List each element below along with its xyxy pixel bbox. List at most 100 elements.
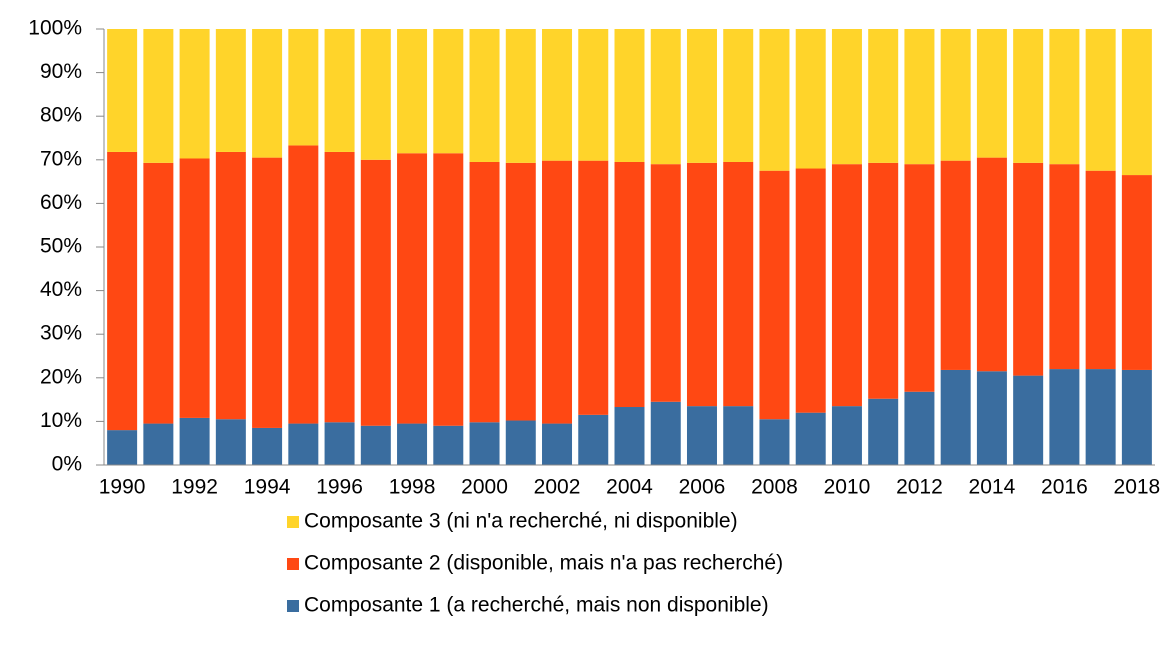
y-tick-label: 50% [40,235,82,258]
bar-segment [107,430,138,465]
bar-segment [686,29,717,163]
bar-segment [578,160,609,415]
bar-segment [831,406,862,465]
y-tick-label: 60% [40,191,82,214]
bar-segment [252,427,283,465]
bar-segment [723,161,754,407]
bar-segment [143,162,174,424]
y-tick-label: 80% [40,104,82,127]
bar-segment [143,29,174,163]
bar-segment [433,153,464,426]
legend-swatch [287,558,299,570]
bar-segment [1121,369,1152,465]
bar-segment [1085,29,1116,171]
y-tick-label: 90% [40,60,82,83]
bar-segment [215,151,246,420]
bar-segment [215,419,246,465]
bar-segment [288,29,319,146]
bar-segment [723,29,754,162]
bar-segment [324,422,355,465]
bar-segment [505,420,536,465]
bar-segment [542,29,573,161]
legend-label: Composante 1 (a recherché, mais non disp… [304,594,769,617]
bar-segment [868,29,899,163]
x-tick-label: 1992 [171,476,218,499]
bar-segment [1121,29,1152,176]
x-tick-label: 2012 [896,476,943,499]
bar-segment [179,158,210,418]
bar-segment [1085,369,1116,465]
bar-segment [976,371,1007,465]
bar-segment [759,170,790,420]
x-tick-label: 2016 [1041,476,1088,499]
bar-segment [831,164,862,407]
bar-segment [288,423,319,465]
bar-segment [542,160,573,424]
bar-segment [397,29,428,154]
bar-segment [1085,170,1116,370]
bar-segment [868,162,899,399]
bar-segment [904,391,935,465]
x-tick-label: 2010 [824,476,871,499]
bar-segment [578,29,609,161]
bar-segment [433,29,464,154]
bar-segment [759,29,790,171]
bar-segment [940,160,971,370]
bar-segment [252,29,283,158]
y-tick-label: 70% [40,147,82,170]
bar-segment [1049,369,1080,465]
bar-segment [215,29,246,152]
bar-segment [107,151,138,431]
bar-segment [397,423,428,465]
bar-segment [505,162,536,421]
x-tick-label: 2008 [751,476,798,499]
bar-segment [723,406,754,465]
bar-segment [759,419,790,465]
x-tick-label: 2002 [534,476,581,499]
bar-segment [143,423,174,465]
bar-segment [795,412,826,465]
x-tick-label: 2006 [679,476,726,499]
bar-segment [469,29,500,162]
bar-segment [614,29,645,162]
bar-segment [505,29,536,163]
bar-segment [1049,164,1080,370]
bar-segment [650,401,681,465]
bar-segment [1121,175,1152,370]
bar-segment [614,161,645,408]
bar-segment [542,423,573,465]
legend-swatch [287,600,299,612]
bar-segment [686,162,717,407]
bar-segment [324,151,355,423]
bar-segment [179,417,210,465]
bar-segment [1049,29,1080,165]
bar-segment [1013,375,1044,465]
y-tick-label: 0% [52,453,82,476]
bar-segment [795,168,826,413]
y-tick-label: 10% [40,409,82,432]
legend-label: Composante 2 (disponible, mais n'a pas r… [304,552,783,575]
x-tick-label: 1996 [316,476,363,499]
bar-segment [614,407,645,465]
bar-segment [940,369,971,465]
bar-segment [650,29,681,165]
bar-segment [650,164,681,402]
bar-segment [469,422,500,465]
bar-segment [795,29,826,169]
y-tick-label: 20% [40,365,82,388]
legend-label: Composante 3 (ni n'a recherché, ni dispo… [304,510,738,533]
bar-segment [107,29,138,152]
x-tick-label: 1994 [244,476,291,499]
x-tick-label: 2000 [461,476,508,499]
bar-segment [976,29,1007,158]
bar-segment [976,157,1007,372]
bar-segment [433,425,464,465]
x-tick-label: 2018 [1114,476,1161,499]
legend-swatch [287,516,299,528]
bar-segment [940,29,971,161]
bar-segment [831,29,862,165]
bar-segment [360,159,391,426]
bar-segment [904,164,935,392]
bar-segment [324,29,355,152]
